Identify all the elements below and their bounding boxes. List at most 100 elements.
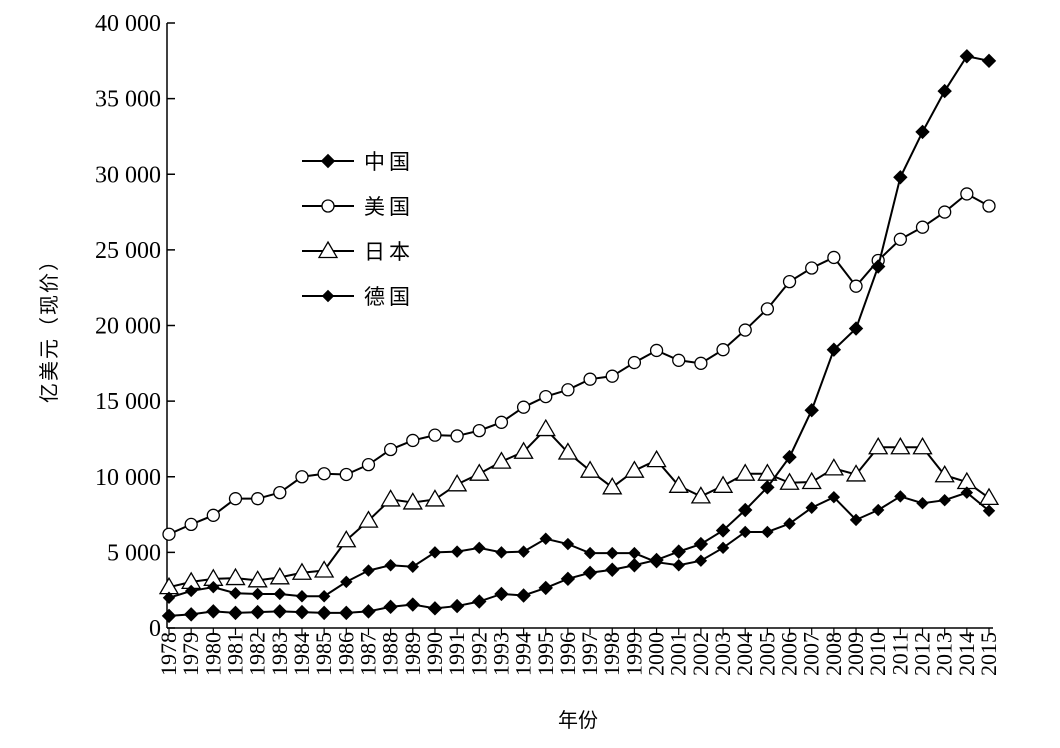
- data-point: [583, 372, 597, 386]
- data-point: [557, 442, 579, 460]
- data-point: [849, 513, 863, 527]
- data-point: [405, 597, 420, 612]
- data-point: [250, 492, 265, 506]
- data-point: [735, 463, 756, 481]
- x-tick-label: 1982: [245, 632, 270, 676]
- data-point: [491, 451, 512, 469]
- data-point: [247, 570, 268, 588]
- series-filled-diamond: [161, 49, 997, 624]
- x-tick-label: 2004: [732, 632, 757, 676]
- data-point: [890, 436, 911, 455]
- data-point: [406, 560, 419, 573]
- data-point: [624, 460, 645, 478]
- data-point: [535, 418, 556, 437]
- data-point: [579, 460, 601, 478]
- data-point: [516, 588, 531, 603]
- x-tick-label: 1981: [222, 632, 247, 676]
- data-point: [606, 546, 619, 560]
- data-point: [960, 486, 974, 499]
- data-point: [804, 402, 819, 418]
- legend-item: 日本: [302, 240, 410, 264]
- data-point: [317, 590, 331, 603]
- x-tick-label: 2000: [644, 632, 669, 676]
- data-point: [320, 153, 336, 169]
- series-small-diamond: [162, 486, 996, 604]
- y-tick-label: 20 000: [95, 314, 161, 340]
- data-point: [561, 537, 575, 551]
- data-point: [628, 546, 641, 560]
- data-point: [760, 480, 775, 495]
- y-tick-label: 5 000: [107, 540, 161, 566]
- data-point: [982, 199, 996, 213]
- data-point: [251, 587, 264, 601]
- data-point: [450, 545, 464, 558]
- series-line: [168, 491, 990, 599]
- data-point: [207, 580, 220, 594]
- data-point: [316, 605, 332, 621]
- data-point: [340, 575, 353, 589]
- data-point: [738, 323, 752, 337]
- x-tick-label: 2005: [754, 632, 779, 676]
- data-point: [716, 343, 730, 357]
- data-point: [317, 240, 339, 259]
- data-point: [690, 486, 712, 504]
- series-line: [168, 427, 990, 589]
- data-point: [361, 457, 376, 472]
- data-point: [694, 554, 708, 567]
- series-open-triangle: [158, 418, 1000, 595]
- series-line: [168, 192, 990, 536]
- x-tick-label: 1988: [378, 632, 403, 676]
- data-point: [916, 497, 929, 510]
- data-point: [162, 527, 176, 541]
- data-point: [427, 601, 443, 616]
- data-point: [383, 442, 398, 457]
- x-tick-label: 1993: [488, 632, 513, 676]
- x-axis-title: 年份: [558, 708, 598, 732]
- data-point: [206, 508, 220, 522]
- x-tick-label: 1992: [466, 632, 491, 676]
- x-tick-label: 2009: [843, 632, 868, 676]
- data-point: [672, 353, 686, 367]
- data-point: [959, 49, 975, 64]
- x-tick-label: 1978: [156, 632, 181, 676]
- data-point: [162, 591, 176, 604]
- data-point: [783, 517, 796, 530]
- data-point: [517, 545, 530, 558]
- data-point: [694, 356, 708, 370]
- x-tick-label: 2008: [821, 632, 846, 676]
- data-point: [934, 464, 955, 483]
- x-tick-label: 1995: [533, 632, 558, 676]
- data-point: [321, 289, 335, 303]
- data-point: [428, 428, 442, 442]
- data-point: [406, 433, 420, 448]
- data-point: [183, 607, 199, 622]
- y-tick-label: 40 000: [95, 11, 161, 37]
- data-point: [738, 502, 753, 518]
- data-point: [184, 517, 198, 532]
- data-point: [605, 369, 619, 383]
- y-tick-label: 15 000: [95, 389, 161, 415]
- data-point: [317, 467, 331, 481]
- data-point: [671, 544, 686, 559]
- x-tick-label: 1989: [400, 632, 425, 676]
- data-point: [960, 187, 974, 201]
- data-point: [206, 604, 221, 619]
- data-point: [269, 567, 290, 585]
- x-tick-label: 2013: [932, 632, 957, 676]
- data-point: [539, 389, 553, 404]
- data-point: [761, 525, 774, 539]
- data-point: [516, 400, 531, 414]
- data-point: [871, 503, 885, 517]
- data-point: [894, 490, 907, 503]
- y-axis-title: 亿美元（现价）: [37, 249, 61, 403]
- data-point: [446, 474, 468, 492]
- data-point: [428, 546, 442, 559]
- data-point: [424, 489, 446, 507]
- data-point: [339, 605, 354, 621]
- x-tick-label: 1999: [621, 632, 646, 676]
- data-point: [225, 567, 246, 586]
- data-point: [380, 489, 401, 507]
- data-point: [362, 564, 375, 577]
- data-point: [779, 472, 800, 490]
